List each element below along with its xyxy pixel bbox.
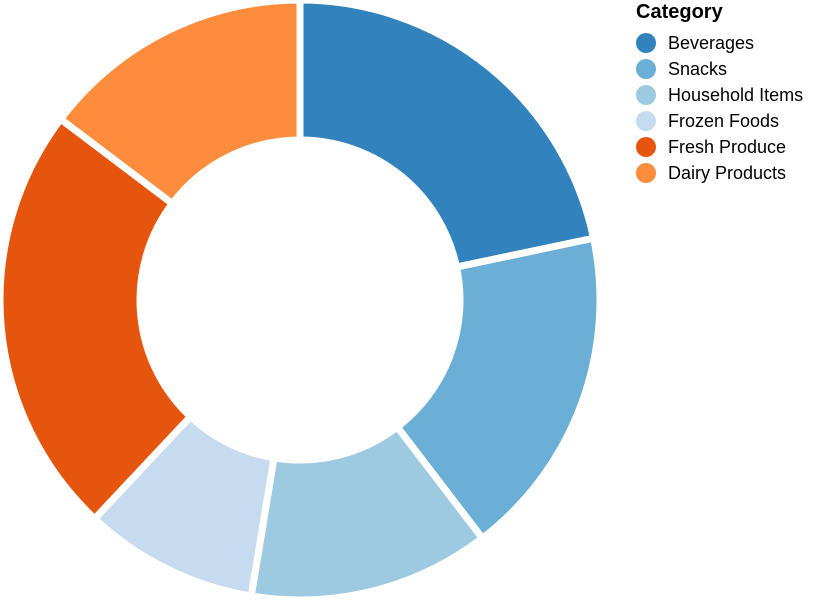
slice-fresh-produce bbox=[0, 115, 194, 523]
legend-label: Fresh Produce bbox=[668, 136, 787, 157]
legend-label: Beverages bbox=[668, 32, 755, 53]
legend-item-frozen-foods: Frozen Foods bbox=[636, 108, 803, 134]
legend-label: Frozen Foods bbox=[668, 110, 780, 131]
legend-item-dairy-products: Dairy Products bbox=[636, 160, 803, 186]
legend-swatch bbox=[636, 85, 656, 105]
legend-label: Household Items bbox=[668, 84, 804, 105]
legend-item-fresh-produce: Fresh Produce bbox=[636, 134, 803, 160]
legend-label: Snacks bbox=[668, 58, 728, 79]
legend-item-household-items: Household Items bbox=[636, 82, 803, 108]
slice-snacks bbox=[393, 234, 600, 542]
donut-chart bbox=[0, 0, 600, 600]
legend-swatch bbox=[636, 33, 656, 53]
legend-swatch bbox=[636, 59, 656, 79]
legend-title: Category bbox=[636, 1, 723, 23]
legend-item-snacks: Snacks bbox=[636, 56, 803, 82]
legend-items: Beverages Snacks Household Items Frozen Foo… bbox=[636, 30, 803, 186]
legend: Category Beverages Snacks Household Items F… bbox=[636, 0, 803, 186]
legend-swatch bbox=[636, 163, 656, 183]
slice-dairy-products bbox=[57, 0, 304, 208]
legend-swatch bbox=[636, 137, 656, 157]
slice-beverages bbox=[296, 0, 598, 271]
legend-item-beverages: Beverages bbox=[636, 30, 803, 56]
legend-swatch bbox=[636, 111, 656, 131]
legend-label: Dairy Products bbox=[668, 162, 787, 183]
